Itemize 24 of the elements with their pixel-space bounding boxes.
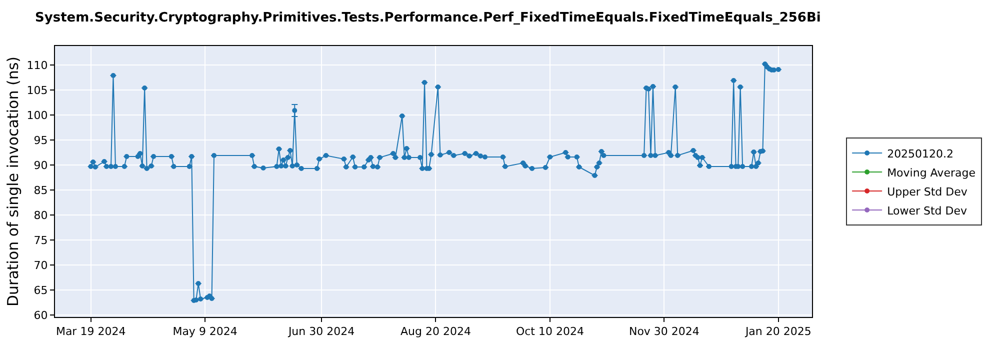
- legend-label: 20250120.2: [887, 147, 954, 160]
- y-tick-label: 105: [26, 84, 48, 97]
- y-tick-label: 80: [34, 208, 48, 222]
- y-axis-title: Duration of single invocation (ns): [4, 56, 22, 307]
- x-tick-label: Aug 20 2024: [400, 325, 471, 338]
- y-tick-label: 75: [34, 234, 48, 247]
- legend-label: Moving Average: [887, 166, 976, 180]
- y-tick-label: 110: [26, 58, 48, 72]
- y-tick-label: 70: [34, 258, 48, 272]
- x-tick-label: Jun 30 2024: [287, 325, 355, 338]
- y-tick-label: 85: [34, 184, 48, 197]
- legend-label: Lower Std Dev: [887, 204, 968, 218]
- y-tick-label: 60: [34, 308, 48, 322]
- x-tick-label: Oct 10 2024: [516, 325, 584, 338]
- x-tick-label: May 9 2024: [172, 325, 238, 338]
- x-tick-label: Jan 20 2025: [744, 325, 812, 338]
- y-tick-label: 100: [26, 108, 48, 122]
- y-tick-label: 65: [34, 284, 48, 297]
- y-tick-label: 90: [34, 158, 48, 172]
- y-tick-label: 95: [34, 134, 48, 147]
- x-tick-label: Nov 30 2024: [628, 325, 700, 338]
- legend-label: Upper Std Dev: [887, 185, 968, 198]
- chart-title: System.Security.Cryptography.Primitives.Tests.Performance.Perf_FixedTimeEquals.FixedTimeEquals_256Bi: [35, 10, 821, 26]
- x-tick-label: Mar 19 2024: [56, 325, 126, 338]
